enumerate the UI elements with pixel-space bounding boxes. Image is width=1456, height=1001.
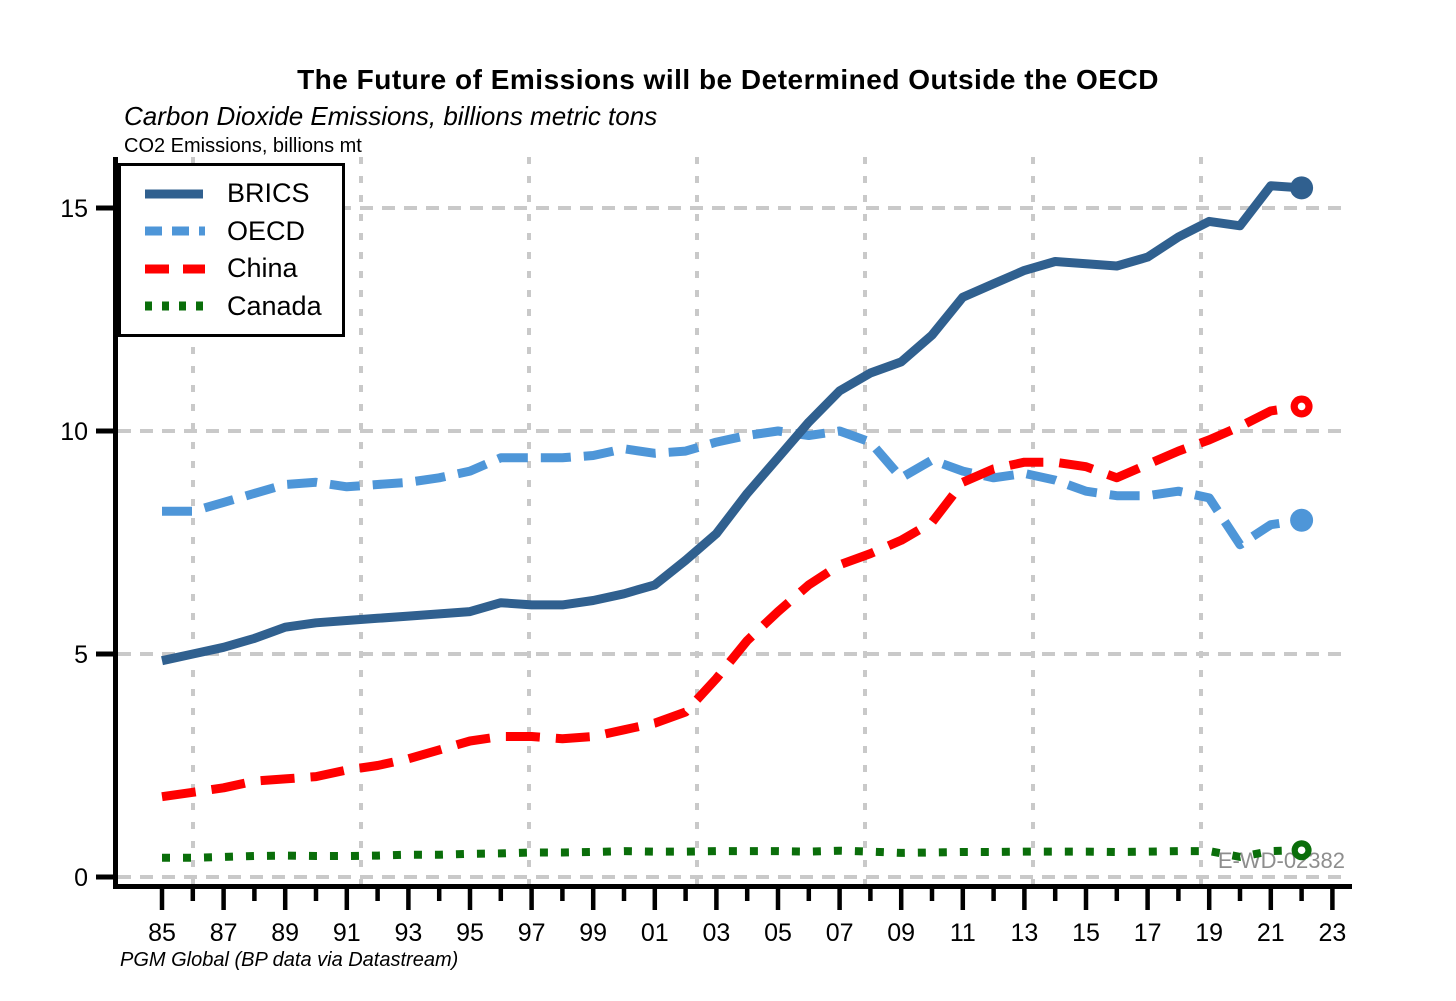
source-note: PGM Global (BP data via Datastream) <box>120 949 459 971</box>
x-tick-label: 17 <box>1134 919 1162 947</box>
x-tick-label: 23 <box>1318 919 1346 947</box>
y-tick-label: 5 <box>74 641 88 669</box>
legend-label: OECD <box>227 215 306 246</box>
x-tick-label: 15 <box>1072 919 1100 947</box>
y-axis-title: CO2 Emissions, billions mt <box>124 135 362 157</box>
endpoint-marker-hole <box>1297 846 1306 855</box>
x-tick-label: 95 <box>456 919 484 947</box>
x-tick-label: 05 <box>764 919 792 947</box>
x-tick-label: 21 <box>1257 919 1285 947</box>
series-oecd <box>162 426 1314 550</box>
series-china <box>161 395 1313 802</box>
chart-subtitle: Carbon Dioxide Emissions, billions metri… <box>124 101 658 131</box>
endpoint-marker-brics <box>1290 176 1314 200</box>
x-tick-label: 13 <box>1010 919 1038 947</box>
y-tick-label: 15 <box>60 195 88 223</box>
x-tick-label: 89 <box>271 919 299 947</box>
series-line-oecd <box>162 426 1303 550</box>
legend-item-brics: BRICS <box>143 180 342 207</box>
x-tick-label: 91 <box>333 919 361 947</box>
x-tick-label: 93 <box>394 919 422 947</box>
legend: BRICS OECD China Canada <box>118 163 345 337</box>
chart-title: The Future of Emissions will be Determin… <box>297 64 1159 95</box>
x-tick-label: 01 <box>641 919 669 947</box>
endpoint-marker-oecd <box>1290 508 1314 532</box>
legend-swatch-dashed-line <box>145 226 205 236</box>
x-tick-label: 19 <box>1195 919 1223 947</box>
series-canada <box>162 840 1312 862</box>
endpoint-marker-hole <box>1297 402 1306 411</box>
x-tick-label: 97 <box>518 919 546 947</box>
x-tick-label: 07 <box>826 919 854 947</box>
legend-label: Canada <box>227 290 322 321</box>
x-tick-label: 09 <box>887 919 915 947</box>
x-tick-label: 85 <box>148 919 176 947</box>
y-tick-label: 0 <box>74 864 88 892</box>
y-tick-label: 10 <box>60 418 88 446</box>
legend-label: China <box>227 253 298 284</box>
legend-label: BRICS <box>227 178 310 209</box>
series-line-canada <box>162 846 1302 862</box>
legend-swatch-dashed-line <box>145 264 205 274</box>
legend-item-oecd: OECD <box>143 215 342 246</box>
x-tick-label: 11 <box>950 919 976 947</box>
x-tick-label: 87 <box>210 919 238 947</box>
series-line-china <box>161 402 1303 802</box>
series-brics <box>161 176 1314 666</box>
x-tick-label: 03 <box>702 919 730 947</box>
legend-item-china: China <box>143 255 342 282</box>
legend-item-canada: Canada <box>143 290 342 321</box>
series-line-brics <box>161 181 1302 666</box>
x-tick-label: 99 <box>579 919 607 947</box>
legend-swatch-solid-line <box>145 189 203 199</box>
legend-swatch-dotted-line <box>145 301 205 311</box>
